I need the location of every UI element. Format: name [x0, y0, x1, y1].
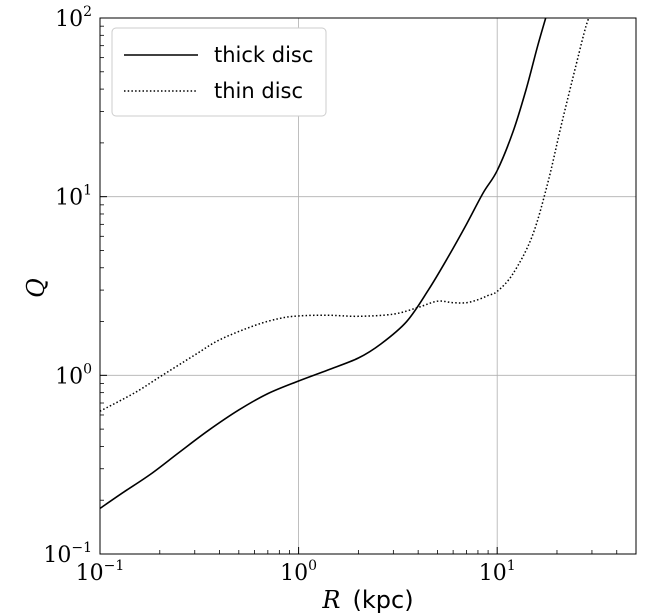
- x-tick-base: 10: [479, 561, 507, 586]
- y-tick-label: 10−1: [43, 540, 92, 568]
- x-axis-label: R (kpc): [321, 586, 413, 614]
- y-tick-base: 10: [43, 543, 71, 568]
- series-layer: [100, 18, 590, 510]
- x-tick-base: 10: [76, 561, 104, 586]
- x-tick-exponent: 0: [308, 558, 317, 574]
- y-tick-label: 100: [55, 361, 92, 389]
- legend-box: [111, 27, 327, 117]
- series-line-thin-disc: [100, 18, 590, 412]
- series-line-thick-disc: [100, 18, 547, 510]
- x-tick-labels: 10−1 100 101: [76, 558, 516, 586]
- y-tick-label: 102: [55, 4, 92, 32]
- plot-frame: [99, 17, 637, 555]
- x-tick-exponent: −1: [104, 558, 125, 574]
- y-tick-exponent: 1: [83, 183, 92, 199]
- x-tick-label: 10−1: [76, 558, 125, 586]
- legend-label-thin-disc: thin disc: [214, 79, 303, 103]
- y-axis-label: Q: [22, 278, 50, 298]
- x-tick-base: 10: [280, 561, 308, 586]
- y-tick-label: 101: [55, 183, 92, 211]
- y-tick-base: 10: [55, 7, 83, 32]
- legend-label-thick-disc: thick disc: [214, 43, 313, 67]
- y-tick-base: 10: [55, 186, 83, 211]
- legend: thick disc thin disc: [111, 27, 327, 117]
- minor-ticks: [100, 25, 618, 554]
- x-axis-unit: (kpc): [353, 586, 414, 614]
- x-tick-label: 101: [479, 558, 516, 586]
- x-tick-label: 100: [280, 558, 317, 586]
- y-tick-base: 10: [55, 364, 83, 389]
- y-tick-exponent: 0: [83, 361, 92, 377]
- y-tick-exponent: 2: [83, 4, 92, 20]
- x-tick-exponent: 1: [507, 558, 516, 574]
- y-tick-exponent: −1: [71, 540, 92, 556]
- x-axis-symbol: R: [321, 586, 340, 614]
